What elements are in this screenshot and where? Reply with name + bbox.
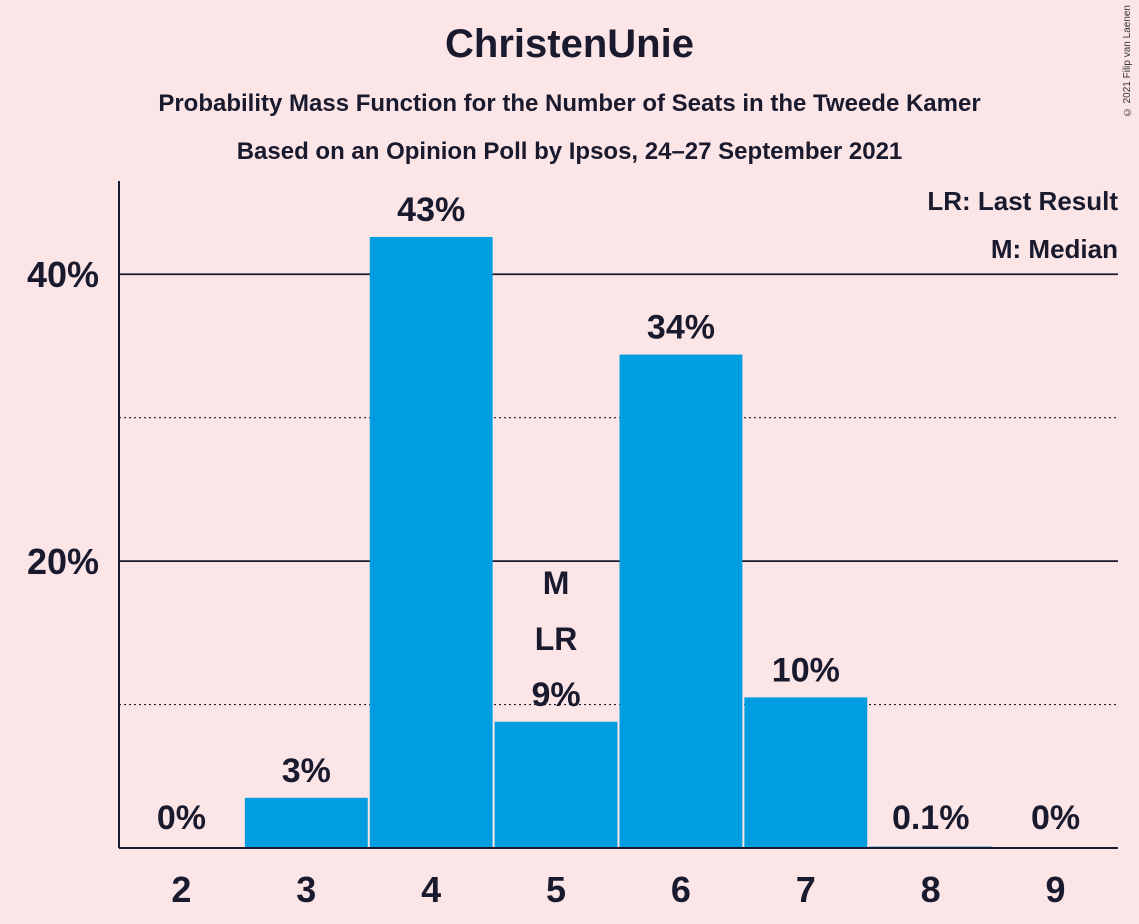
x-tick-label: 2 <box>171 869 191 910</box>
x-tick-label: 7 <box>796 869 816 910</box>
x-tick-label: 5 <box>546 869 566 910</box>
data-label: 43% <box>397 191 465 229</box>
legend-median: M: Median <box>991 234 1118 264</box>
x-tick-label: 6 <box>671 869 691 910</box>
x-tick-label: 9 <box>1046 869 1066 910</box>
bar-marker-label: LR <box>535 621 578 657</box>
chart-subtitle-poll: Based on an Opinion Poll by Ipsos, 24–27… <box>236 138 903 165</box>
bar-marker-label: M <box>543 565 570 601</box>
x-tick-label: 3 <box>296 869 316 910</box>
legend-last-result: LR: Last Result <box>927 186 1118 216</box>
bar <box>744 697 868 848</box>
bar <box>619 354 743 848</box>
x-tick-label: 4 <box>421 869 441 910</box>
data-label: 3% <box>282 752 331 790</box>
data-label: 10% <box>772 651 840 689</box>
chart-subtitle: Probability Mass Function for the Number… <box>158 90 981 117</box>
data-label: 0% <box>1031 799 1080 837</box>
y-tick-label: 40% <box>27 254 99 295</box>
chart-title: ChristenUnie <box>445 22 694 66</box>
data-label: 0.1% <box>892 799 970 837</box>
data-label: 34% <box>647 309 715 347</box>
bar <box>244 797 368 848</box>
x-tick-label: 8 <box>921 869 941 910</box>
bar <box>494 721 618 848</box>
data-label: 0% <box>157 799 206 837</box>
data-label: 9% <box>531 676 580 714</box>
bar <box>369 236 493 848</box>
y-tick-label: 20% <box>27 541 99 582</box>
